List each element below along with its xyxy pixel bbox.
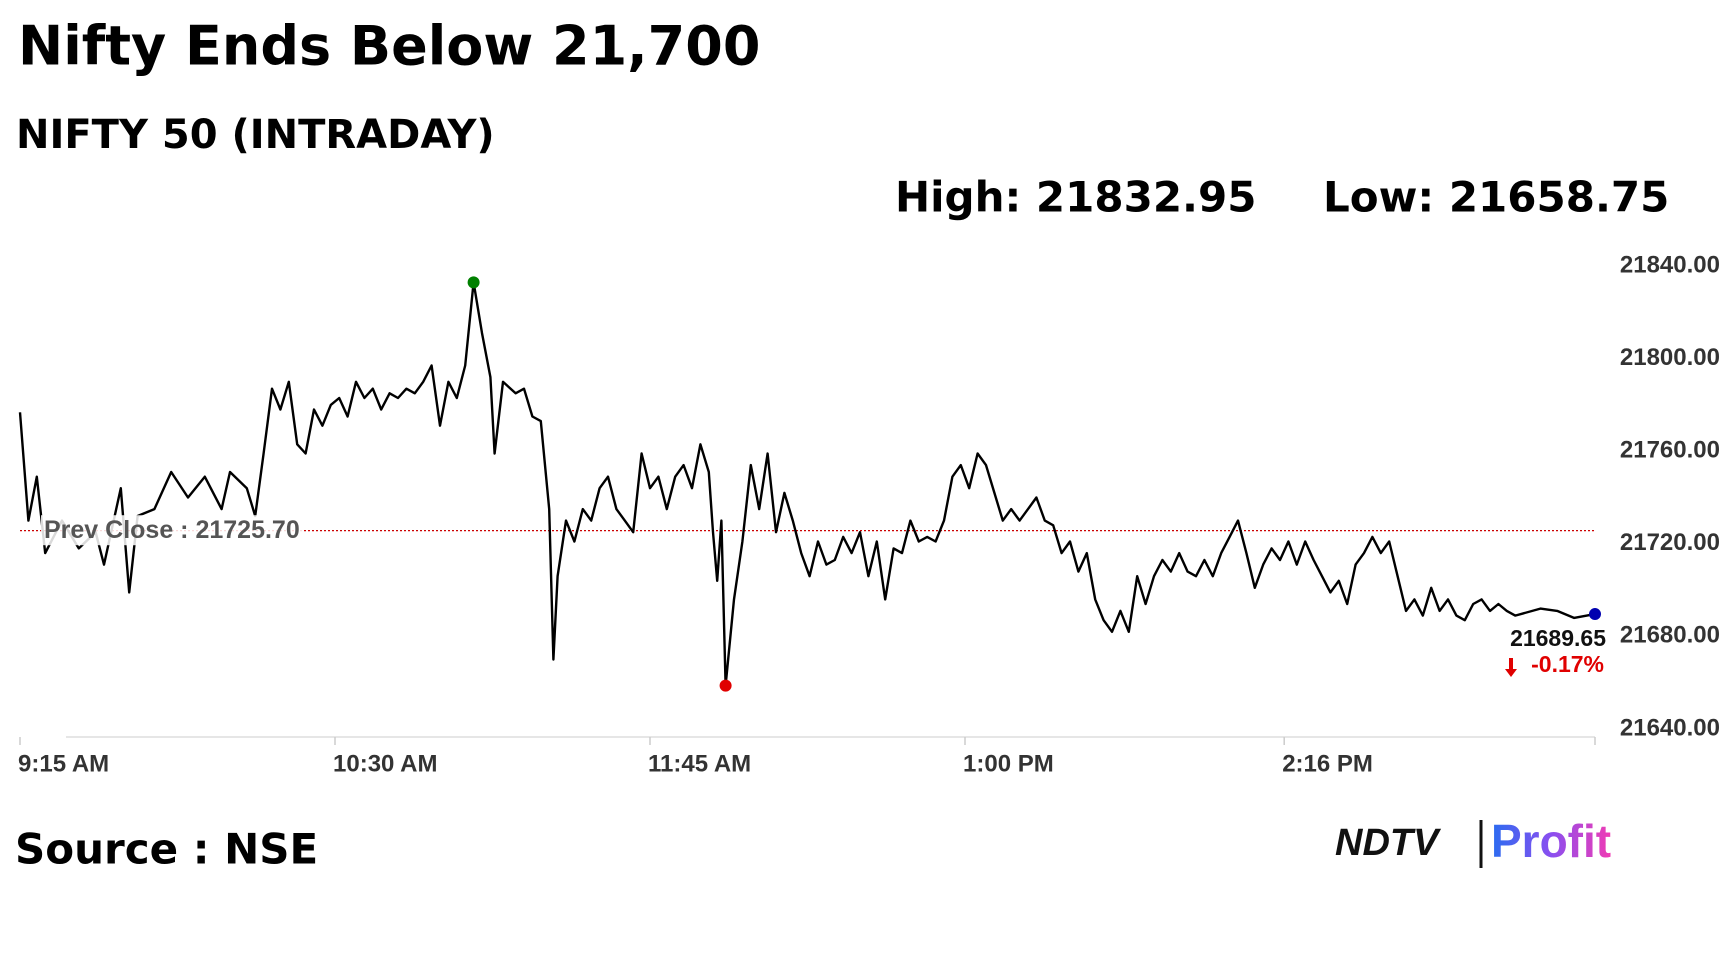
- change-arrow: [1505, 658, 1517, 678]
- chart-title: Nifty Ends Below 21,700: [18, 15, 760, 78]
- low-marker: [719, 679, 732, 692]
- x-tick-label: 11:45 AM: [648, 750, 751, 777]
- y-tick-label: 21640.00: [1620, 714, 1720, 741]
- last-marker: [1589, 608, 1601, 621]
- y-tick-label: 21760.00: [1620, 437, 1720, 464]
- y-tick-label: 21800.00: [1620, 344, 1720, 371]
- x-tick-label: 1:00 PM: [963, 750, 1054, 777]
- logo-right: Profit: [1491, 815, 1611, 867]
- last-value-label: 21689.65: [1510, 625, 1606, 651]
- x-tick-label: 10:30 AM: [333, 750, 437, 777]
- chart-subtitle: NIFTY 50 (INTRADAY): [16, 112, 495, 158]
- high-label: High: 21832.95: [895, 173, 1256, 222]
- logo-left: NDTV: [1335, 822, 1441, 864]
- high-marker: [467, 276, 480, 289]
- y-tick-label: 21680.00: [1620, 622, 1720, 649]
- x-tick-label: 9:15 AM: [18, 750, 109, 777]
- prev-close-label: Prev Close : 21725.70: [44, 516, 300, 544]
- source: Source : NSE: [15, 825, 318, 874]
- x-tick-label: 2:16 PM: [1282, 750, 1373, 777]
- low-label: Low: 21658.75: [1323, 173, 1669, 222]
- prev-close-label-bg: [41, 515, 303, 546]
- y-tick-label: 21720.00: [1620, 529, 1720, 556]
- change-label: -0.17%: [1531, 651, 1604, 677]
- price-line: [18, 281, 1596, 687]
- y-tick-label: 21840.00: [1620, 251, 1720, 278]
